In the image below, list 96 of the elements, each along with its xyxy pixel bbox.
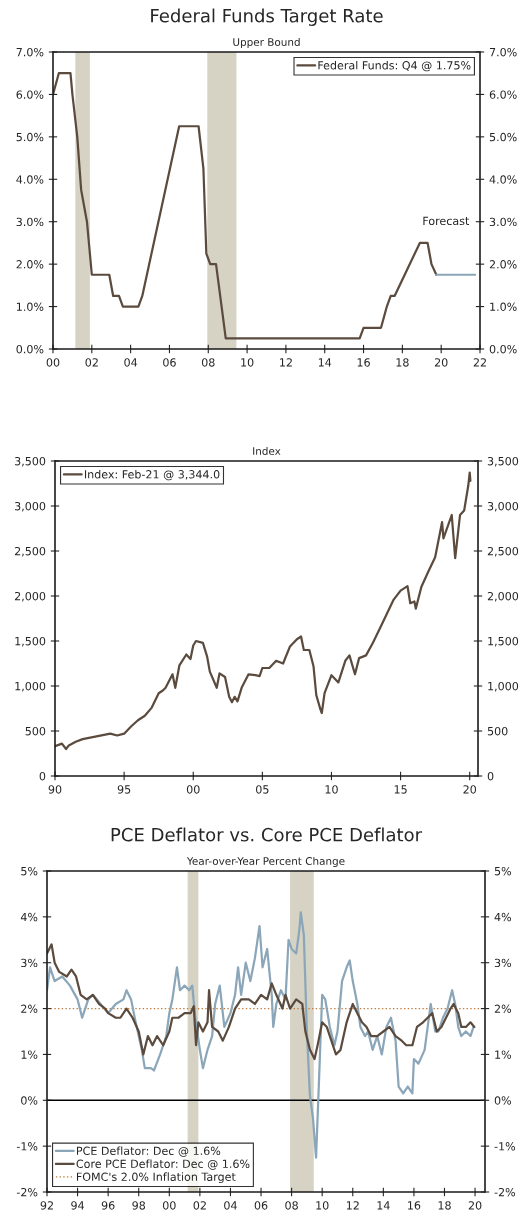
x-tick-label: 18 [396, 358, 409, 367]
line-series [47, 911, 475, 1159]
y2-tick-label: 1% [495, 1050, 512, 1059]
x-tick-label: 14 [318, 358, 332, 367]
line-series [55, 471, 472, 751]
y2-tick-label: 7.0% [489, 47, 517, 57]
y2-tick-label: 500 [487, 726, 508, 736]
x-tick-label: 20 [434, 358, 448, 367]
y-tick-label: 0.0% [16, 344, 44, 354]
y-tick-label: 5% [21, 866, 38, 876]
x-tick-label: 22 [473, 358, 486, 367]
x-tick-label: 94 [71, 1201, 85, 1210]
y-tick-label: -1% [16, 1142, 38, 1151]
y-tick-label: 1% [21, 1050, 38, 1059]
y2-tick-label: -2% [494, 1187, 516, 1197]
x-tick-label: 06 [254, 1201, 268, 1210]
y-tick-label: 6.0% [16, 90, 44, 99]
x-tick-label: 00 [162, 1201, 176, 1210]
y2-tick-label: 4.0% [489, 175, 517, 184]
y-tick-label: 3,500 [15, 456, 46, 467]
y2-tick-label: 5% [494, 866, 512, 876]
y-tick-label: 2,000 [14, 591, 46, 602]
y2-tick-label: 1,000 [488, 681, 519, 692]
x-tick-label: 95 [117, 785, 131, 794]
x-tick-label: 02 [193, 1201, 206, 1210]
x-tick-label: 02 [85, 358, 98, 367]
x-tick-label: 16 [408, 1201, 421, 1210]
chart-title: Federal Funds Target Rate [151, 8, 383, 26]
y2-tick-label: 2% [494, 1004, 512, 1013]
x-tick-label: 12 [280, 358, 292, 367]
y2-tick-label: 2,500 [487, 546, 519, 557]
y2-tick-label: -1% [494, 1142, 516, 1151]
y-tick-label: 5.0% [16, 132, 44, 142]
y2-tick-label: 1,500 [488, 636, 519, 647]
x-tick-label: 04 [224, 1201, 237, 1210]
x-tick-label: 98 [132, 1201, 146, 1210]
y-tick-label: 4.0% [16, 175, 44, 184]
y-tick-label: -2% [16, 1187, 38, 1197]
x-tick-label: 14 [377, 1201, 390, 1210]
legend-label: Core PCE Deflator: Dec @ 1.6% [76, 1159, 250, 1170]
y2-tick-label: 0 [487, 771, 494, 781]
x-tick-label: 06 [163, 358, 176, 367]
x-tick-label: 15 [394, 785, 407, 794]
x-tick-label: 00 [186, 785, 200, 794]
y-tick-label: 0 [39, 771, 46, 781]
y-tick-label: 3,000 [15, 501, 46, 512]
legend-label: Federal Funds: Q4 @ 1.75% [318, 60, 471, 72]
x-tick-label: 96 [101, 1201, 115, 1210]
x-tick-label: 18 [438, 1201, 451, 1210]
y-tick-label: 1,500 [15, 636, 46, 647]
x-tick-label: 92 [40, 1201, 53, 1210]
y2-tick-label: 0% [494, 1096, 512, 1105]
y-tick-label: 7.0% [16, 47, 44, 57]
y2-tick-label: 2,000 [487, 591, 519, 602]
x-tick-label: 16 [357, 358, 370, 367]
y-tick-label: 4% [20, 912, 38, 922]
x-tick-label: 12 [346, 1201, 359, 1210]
chart-subtitle: Upper Bound [233, 37, 300, 48]
y-tick-label: 3.0% [16, 217, 44, 227]
y2-tick-label: 5.0% [489, 132, 517, 142]
x-tick-label: 10 [325, 785, 338, 794]
y2-tick-label: 3% [494, 958, 512, 968]
y2-tick-label: 6.0% [489, 90, 517, 99]
x-tick-label: 20 [463, 785, 477, 794]
y2-tick-label: 3,500 [487, 456, 519, 467]
x-tick-label: 90 [48, 785, 62, 794]
y2-tick-label: 0.0% [489, 344, 517, 354]
x-tick-label: 08 [201, 358, 215, 367]
legend-label: Index: Feb-21 @ 3,344.0 [84, 469, 220, 481]
y-tick-label: 2,500 [14, 546, 46, 557]
legend-label: PCE Deflator: Dec @ 1.6% [76, 1146, 221, 1157]
y2-tick-label: 3.0% [489, 217, 517, 227]
line-series [47, 943, 476, 1061]
x-tick-label: 10 [316, 1201, 329, 1210]
chart-subtitle: Year-over-Year Percent Change [186, 856, 345, 867]
x-tick-label: 00 [46, 358, 60, 367]
y-tick-label: 3% [21, 958, 38, 968]
x-tick-label: 10 [241, 358, 254, 367]
y-tick-label: 2.0% [16, 260, 44, 269]
annotation: Forecast [423, 216, 470, 226]
chart-subtitle: Index [253, 446, 281, 455]
x-tick-label: 20 [468, 1201, 482, 1210]
chart-title: PCE Deflator vs. Core PCE Deflator [111, 827, 423, 842]
y2-tick-label: 2.0% [489, 260, 517, 269]
x-tick-label: 08 [285, 1201, 298, 1210]
y-tick-label: 1,000 [15, 681, 46, 692]
y-tick-label: 0% [21, 1096, 38, 1105]
y2-tick-label: 4% [494, 912, 512, 922]
y-tick-label: 1.0% [16, 302, 44, 311]
legend-label: FOMC's 2.0% Inflation Target [76, 1172, 236, 1184]
x-tick-label: 04 [124, 358, 138, 367]
y-tick-label: 2% [21, 1004, 38, 1013]
y2-tick-label: 3,000 [487, 501, 519, 512]
y-tick-label: 500 [25, 726, 46, 736]
x-tick-label: 05 [256, 785, 269, 794]
y2-tick-label: 1.0% [490, 302, 517, 311]
